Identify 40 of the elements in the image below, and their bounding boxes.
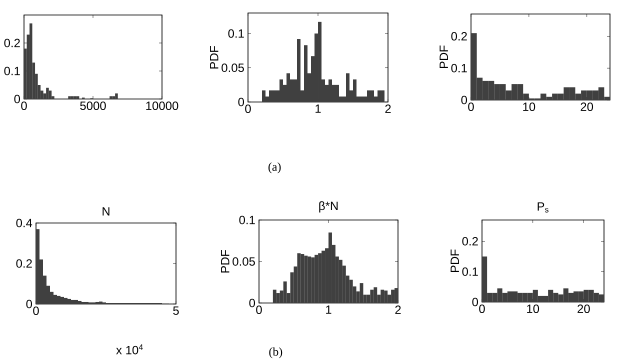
chart-title: β*N: [319, 201, 338, 212]
x-tick-label: 0: [33, 306, 39, 316]
y-tick-label: 0.05: [222, 64, 244, 72]
x-tick-label: 5: [173, 306, 179, 315]
y-tick-label: 0.1: [4, 66, 20, 76]
y-tick-label: 0.2: [451, 32, 467, 41]
y-tick-label: 0: [249, 298, 256, 308]
x-tick-label: 10: [527, 304, 540, 314]
x-tick-label: 2: [385, 104, 391, 113]
x-tick-label: 20: [578, 304, 590, 314]
text: (a): [268, 162, 281, 174]
y-tick-label: 0.4: [16, 218, 32, 228]
x-tick-label: 5000: [80, 102, 106, 110]
y-tick-label: 0: [461, 96, 468, 104]
x-tick-label: 2: [395, 306, 401, 314]
y-tick-label: 0.1: [462, 267, 478, 276]
text: x 10$^{4}$: [116, 344, 143, 354]
chart-title: P$_{s}$: [538, 202, 548, 212]
y-axis-title: PDF: [210, 46, 218, 69]
y-tick-label: 0.2: [462, 237, 478, 246]
y-axis-title: PDF: [450, 249, 459, 272]
text: (b): [269, 347, 282, 358]
x-tick-label: 1: [326, 306, 332, 314]
y-tick-label: 0.2: [4, 38, 20, 48]
x-tick-label: 0: [256, 306, 262, 314]
x-tick-label: 0: [479, 304, 485, 314]
y-axis-title: PDF: [440, 45, 448, 68]
x-tick-label: 10: [523, 102, 536, 112]
x-tick-label: 20: [580, 102, 594, 112]
y-tick-label: 0.1: [451, 64, 467, 72]
y-tick-label: 0: [472, 298, 478, 306]
y-tick-label: 0.2: [16, 259, 32, 268]
y-tick-label: 0.05: [232, 257, 255, 266]
y-axis-title: PDF: [221, 250, 230, 273]
x-tick-label: 1: [316, 104, 321, 113]
chart-title: N: [102, 207, 110, 216]
y-tick-label: 0.1: [239, 216, 255, 224]
y-tick-label: 0: [14, 94, 20, 104]
x-tick-label: 10000: [146, 102, 178, 110]
y-tick-label: 0.1: [228, 29, 244, 38]
